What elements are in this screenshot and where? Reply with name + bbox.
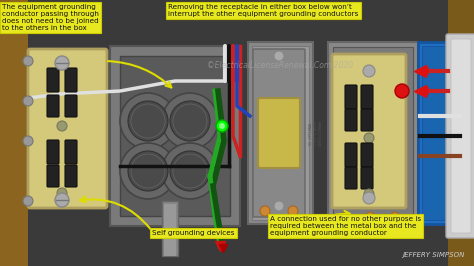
Circle shape	[219, 123, 225, 129]
Bar	[418, 42, 474, 224]
Text: IS OPTIONAL
TYPE X ASTM
C1093/L1300W: IS OPTIONAL TYPE X ASTM C1093/L1300W	[310, 120, 323, 146]
Bar	[333, 47, 413, 219]
Circle shape	[366, 212, 374, 220]
FancyBboxPatch shape	[345, 167, 357, 189]
Circle shape	[170, 101, 210, 141]
Text: A connection used for no other purpose is
required between the metal box and the: A connection used for no other purpose i…	[270, 216, 421, 236]
Circle shape	[170, 151, 210, 191]
FancyBboxPatch shape	[332, 54, 406, 208]
FancyBboxPatch shape	[253, 49, 305, 217]
Bar	[448, 0, 474, 266]
Circle shape	[363, 192, 375, 204]
Bar	[28, 0, 448, 266]
Circle shape	[23, 56, 33, 66]
Bar	[328, 42, 418, 224]
Bar	[0, 0, 28, 266]
Circle shape	[57, 121, 67, 131]
FancyBboxPatch shape	[345, 85, 357, 109]
FancyBboxPatch shape	[47, 95, 59, 117]
Circle shape	[341, 212, 349, 220]
FancyBboxPatch shape	[361, 85, 373, 109]
FancyBboxPatch shape	[361, 109, 373, 131]
Bar	[422, 46, 474, 220]
Circle shape	[363, 65, 375, 77]
Text: Removing the receptacle in either box below won’t
interrupt the other equipment : Removing the receptacle in either box be…	[168, 4, 358, 17]
FancyBboxPatch shape	[451, 39, 471, 233]
Text: The equipment grounding
conductor passing through
does not need to be joined
to : The equipment grounding conductor passin…	[2, 4, 99, 31]
FancyBboxPatch shape	[28, 49, 107, 208]
Circle shape	[23, 196, 33, 206]
FancyBboxPatch shape	[446, 34, 474, 238]
Circle shape	[364, 189, 374, 199]
Bar	[120, 56, 230, 216]
Circle shape	[395, 84, 409, 98]
Circle shape	[128, 151, 168, 191]
FancyBboxPatch shape	[65, 68, 77, 92]
Circle shape	[391, 212, 399, 220]
FancyBboxPatch shape	[47, 68, 59, 92]
FancyBboxPatch shape	[345, 143, 357, 167]
Circle shape	[288, 206, 298, 216]
FancyBboxPatch shape	[65, 95, 77, 117]
Circle shape	[216, 120, 228, 132]
Bar	[248, 42, 313, 224]
Circle shape	[23, 96, 33, 106]
Circle shape	[120, 93, 176, 149]
FancyBboxPatch shape	[65, 165, 77, 187]
Bar	[110, 46, 240, 226]
Circle shape	[23, 136, 33, 146]
FancyBboxPatch shape	[361, 167, 373, 189]
FancyBboxPatch shape	[258, 98, 300, 168]
Bar	[164, 204, 176, 256]
Circle shape	[260, 206, 270, 216]
Circle shape	[162, 143, 218, 199]
FancyBboxPatch shape	[47, 140, 59, 164]
Bar	[162, 201, 178, 256]
Circle shape	[274, 201, 284, 211]
Text: Self grounding devices: Self grounding devices	[152, 230, 235, 236]
Circle shape	[120, 143, 176, 199]
Bar	[252, 46, 309, 220]
Circle shape	[55, 193, 69, 207]
Circle shape	[55, 56, 69, 70]
FancyBboxPatch shape	[361, 143, 373, 167]
FancyBboxPatch shape	[47, 165, 59, 187]
Circle shape	[57, 188, 67, 198]
Circle shape	[364, 133, 374, 143]
Circle shape	[274, 51, 284, 61]
Circle shape	[455, 211, 465, 221]
Circle shape	[455, 41, 465, 51]
FancyBboxPatch shape	[65, 140, 77, 164]
Text: JEFFERY SIMPSON: JEFFERY SIMPSON	[402, 252, 465, 258]
Circle shape	[128, 101, 168, 141]
FancyBboxPatch shape	[345, 109, 357, 131]
Circle shape	[162, 93, 218, 149]
Text: ©ElectricalLicenseRenewal.Com 2020: ©ElectricalLicenseRenewal.Com 2020	[207, 61, 353, 70]
